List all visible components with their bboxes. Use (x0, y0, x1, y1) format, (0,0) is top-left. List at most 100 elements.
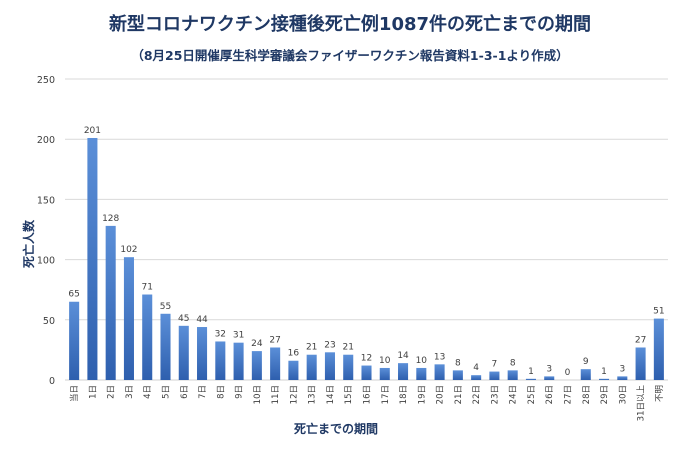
bar (105, 225, 116, 380)
bar (123, 257, 134, 380)
x-tick-label: 9日 (235, 385, 245, 399)
grid-lines (65, 78, 668, 381)
bar (635, 347, 646, 380)
x-tick-label: 1日 (88, 385, 98, 399)
bar (398, 363, 409, 380)
x-tick-label: 12日 (289, 385, 299, 404)
data-label: 3 (619, 364, 625, 374)
data-label: 4 (473, 363, 479, 373)
bar (306, 354, 317, 380)
bar (617, 376, 628, 380)
data-label: 8 (510, 358, 516, 368)
bar (69, 301, 80, 380)
y-tick-label: 100 (37, 256, 55, 267)
data-label: 8 (455, 358, 461, 368)
data-label: 9 (583, 357, 589, 367)
bar (324, 352, 335, 380)
x-tick-labels: 当日 1日 2日 3日 4日 5日 6日 7日 8日 9日 10日 11日 12日 13日 14日 15日 16… (69, 385, 665, 422)
x-tick-label: 23日 (490, 385, 500, 404)
data-label: 1 (601, 367, 607, 377)
data-label: 0 (565, 368, 571, 378)
data-label: 65 (68, 290, 79, 300)
x-tick-label: 不明 (655, 385, 665, 402)
bar (197, 327, 208, 380)
x-tick-label: 10日 (253, 385, 263, 404)
data-label: 10 (416, 356, 428, 366)
x-axis-label: 死亡までの期間 (294, 421, 378, 436)
x-tick-label: 14日 (326, 385, 336, 404)
x-tick-label: 27日 (564, 385, 574, 404)
chart-title: 新型コロナワクチン接種後死亡例1087件の死亡までの期間 (108, 14, 592, 35)
bar (233, 342, 244, 380)
data-label: 21 (306, 343, 317, 353)
x-tick-label: 18日 (399, 385, 409, 404)
bar (288, 360, 299, 380)
data-label: 32 (215, 329, 226, 339)
bar (142, 294, 153, 380)
x-tick-label: 28日 (582, 385, 592, 404)
bar (215, 341, 226, 380)
x-tick-label: 8日 (216, 385, 226, 399)
data-label: 13 (434, 352, 445, 362)
data-label: 27 (269, 335, 280, 345)
y-tick-label: 200 (37, 135, 55, 146)
bar (160, 313, 171, 380)
bar (544, 376, 555, 380)
x-tick-label: 30日 (618, 385, 628, 404)
x-tick-label: 13日 (308, 385, 318, 404)
bar (270, 347, 281, 380)
bar (599, 378, 610, 380)
data-label: 201 (84, 126, 101, 136)
data-label: 21 (343, 343, 354, 353)
x-tick-label: 15日 (344, 385, 354, 404)
y-tick-label: 50 (43, 316, 55, 327)
x-tick-label: 7日 (198, 385, 208, 399)
data-label: 128 (102, 214, 119, 224)
x-tick-label: 26日 (545, 385, 555, 404)
y-tick-labels: 0 50 100 150 200 250 (37, 75, 55, 387)
x-tick-label: 25日 (527, 385, 537, 404)
bar (507, 370, 518, 380)
data-label: 1 (528, 367, 534, 377)
data-label: 31 (233, 331, 244, 341)
x-tick-label: 11日 (271, 385, 281, 404)
x-tick-label: 29日 (600, 385, 610, 404)
y-tick-label: 150 (37, 195, 55, 206)
chart-subtitle: （8月25日開催厚生科学審議会ファイザーワクチン報告資料1-3-1より作成） (131, 48, 569, 63)
data-label: 24 (251, 339, 263, 349)
x-tick-label: 19日 (417, 385, 427, 404)
x-tick-label: 5日 (162, 385, 172, 399)
bar (452, 370, 463, 380)
bar (489, 371, 500, 380)
data-label: 10 (379, 356, 391, 366)
x-tick-label: 17日 (381, 385, 391, 404)
x-tick-label: 16日 (363, 385, 373, 404)
data-label: 71 (142, 283, 153, 293)
bar (87, 137, 98, 380)
x-tick-label: 3日 (125, 385, 135, 399)
x-tick-label: 31日以上 (637, 385, 647, 422)
y-tick-label: 250 (37, 75, 55, 86)
bar (251, 351, 262, 380)
data-label: 14 (397, 351, 409, 361)
bar (434, 364, 445, 380)
data-label: 102 (120, 245, 137, 255)
bar (343, 354, 354, 380)
x-tick-label: 2日 (107, 385, 117, 399)
x-tick-label: 6日 (180, 385, 190, 399)
x-tick-label: 4日 (143, 385, 153, 399)
x-tick-label: 21日 (454, 385, 464, 404)
x-tick-label: 当日 (69, 385, 80, 402)
bar (416, 367, 427, 380)
data-label: 23 (324, 340, 335, 350)
data-label: 51 (653, 307, 664, 317)
data-label: 45 (178, 314, 189, 324)
bar (361, 365, 372, 380)
data-label: 12 (361, 354, 372, 364)
bar (379, 367, 390, 380)
bar (653, 318, 664, 380)
data-label: 16 (288, 349, 300, 359)
y-axis-label: 死亡人数 (21, 219, 36, 268)
